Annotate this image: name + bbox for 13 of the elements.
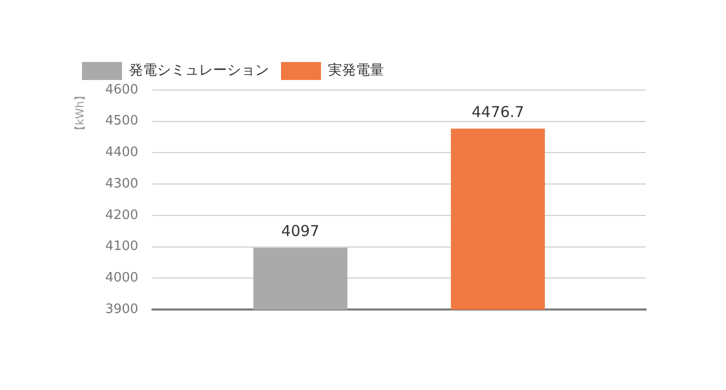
- y-tick-label: 4000: [105, 270, 138, 286]
- y-tick-label: 3900: [105, 302, 138, 317]
- y-tick-label: 4300: [105, 176, 138, 192]
- legend-label: 発電シミュレーション: [129, 62, 269, 79]
- y-tick-label: 4600: [105, 82, 138, 98]
- legend-label: 実発電量: [328, 62, 384, 79]
- y-axis-title: 【kWh】: [73, 90, 86, 136]
- data-label: 4476.7: [472, 103, 524, 122]
- y-tick-label: 4200: [105, 208, 138, 223]
- data-label: 4097: [281, 222, 320, 240]
- y-tick-label: 4400: [105, 145, 138, 160]
- y-tick-label: 4500: [105, 114, 138, 129]
- y-tick-label: 4100: [105, 239, 138, 254]
